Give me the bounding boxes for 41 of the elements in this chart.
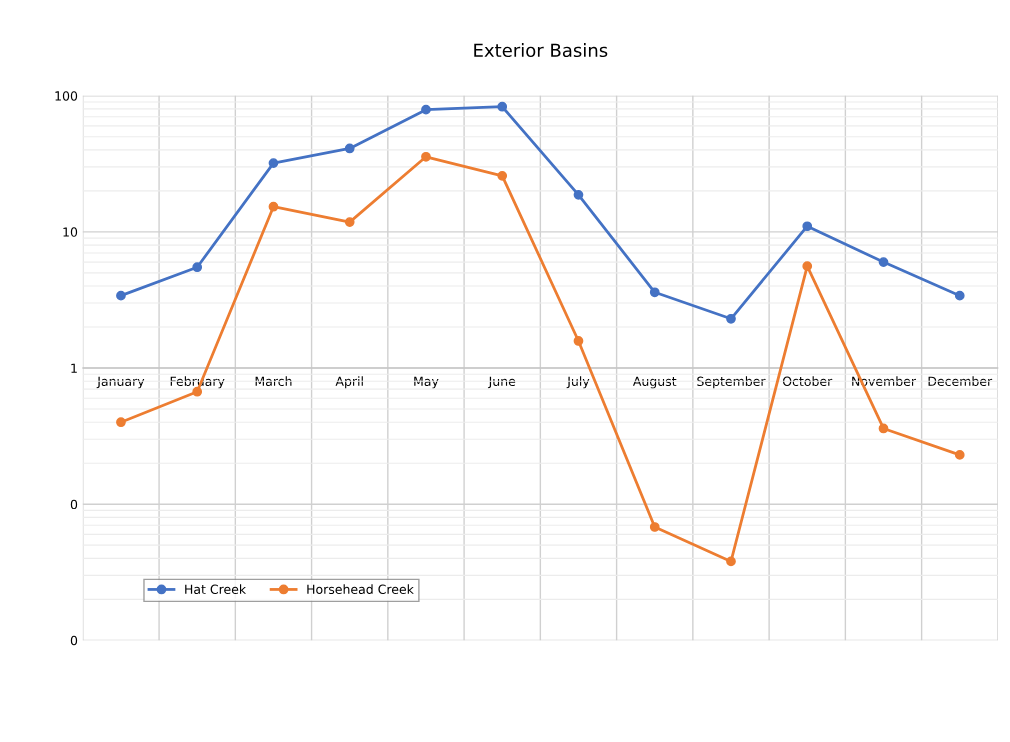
y-tick-label: 0 bbox=[70, 499, 78, 510]
point bbox=[116, 290, 126, 301]
point bbox=[344, 143, 355, 154]
point bbox=[878, 257, 889, 267]
x-tick-label: August bbox=[632, 376, 677, 389]
point bbox=[268, 201, 279, 212]
point bbox=[954, 290, 965, 301]
x-tick-label: April bbox=[335, 376, 363, 389]
y-tick-label: 100 bbox=[55, 91, 78, 101]
legend-label: Horsehead Creek bbox=[307, 584, 414, 594]
point bbox=[802, 261, 813, 272]
y-tick-label: 1 bbox=[71, 363, 77, 373]
point bbox=[573, 190, 584, 200]
point bbox=[421, 104, 431, 115]
x-tick-label: March bbox=[255, 376, 292, 387]
point bbox=[573, 336, 584, 346]
point bbox=[116, 417, 126, 428]
chart-title: Exterior Basins bbox=[474, 43, 608, 58]
y-tick-label: 0 bbox=[70, 635, 78, 646]
point bbox=[497, 101, 508, 112]
point bbox=[878, 423, 889, 434]
x-tick-label: December bbox=[928, 376, 993, 387]
point bbox=[268, 158, 279, 168]
point bbox=[726, 556, 736, 567]
point bbox=[649, 522, 660, 532]
y-tick-label: 10 bbox=[63, 227, 78, 237]
x-tick-label: May bbox=[414, 376, 439, 389]
point bbox=[802, 221, 813, 232]
x-tick-label: September bbox=[697, 376, 766, 389]
point bbox=[344, 217, 355, 227]
point bbox=[954, 450, 965, 460]
point bbox=[497, 170, 508, 181]
x-tick-label: July bbox=[566, 376, 590, 389]
x-tick-label: January bbox=[96, 376, 145, 389]
point bbox=[421, 151, 431, 162]
legend-label: Hat Creek bbox=[185, 584, 247, 594]
point bbox=[649, 287, 660, 298]
x-tick-label: October bbox=[782, 376, 833, 387]
x-tick-label: June bbox=[487, 376, 516, 389]
point bbox=[192, 262, 203, 273]
point bbox=[726, 313, 736, 324]
